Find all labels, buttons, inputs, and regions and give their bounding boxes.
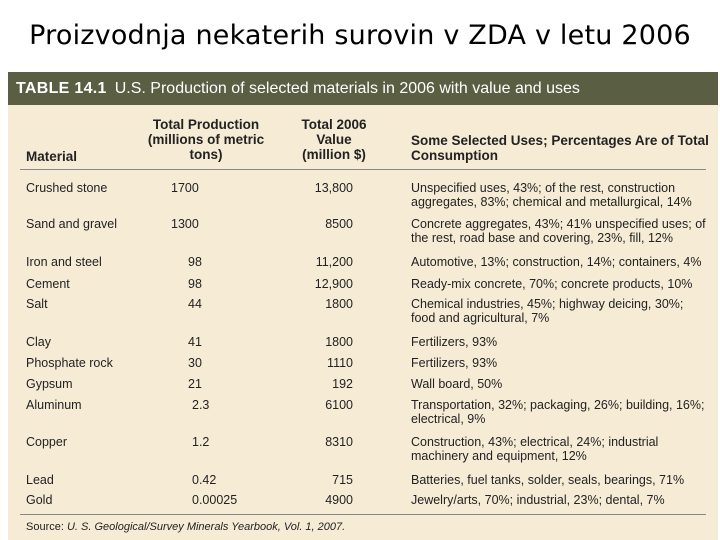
cell-production: 21 xyxy=(188,377,202,391)
cell-material: Copper xyxy=(26,435,67,449)
cell-value: 715 xyxy=(332,473,353,487)
cell-material: Iron and steel xyxy=(26,255,102,269)
column-header-production: Total Production (millions of metric ton… xyxy=(147,117,265,162)
cell-production: 44 xyxy=(188,297,202,311)
cell-value: 6100 xyxy=(325,398,353,412)
source-text: U. S. Geological/Survey Minerals Yearboo… xyxy=(66,521,346,533)
cell-material: Gypsum xyxy=(26,377,73,391)
cell-value: 8310 xyxy=(325,435,353,449)
table-caption: U.S. Production of selected materials in… xyxy=(114,79,580,97)
cell-value: 1800 xyxy=(325,297,353,311)
header-divider xyxy=(20,169,706,170)
cell-uses: Concrete aggregates, 43%; 41% unspecifie… xyxy=(411,217,706,245)
cell-material: Salt xyxy=(26,297,48,311)
cell-uses: Fertilizers, 93% xyxy=(411,335,498,349)
cell-value: 11,200 xyxy=(315,255,353,269)
cell-uses: Jewelry/arts, 70%; industrial, 23%; dent… xyxy=(411,493,665,507)
cell-uses: Wall board, 50% xyxy=(411,377,503,391)
slide-title: Proizvodnja nekaterih surovin v ZDA v le… xyxy=(29,20,691,51)
source-label: Source: xyxy=(26,521,64,533)
column-header-uses: Some Selected Uses; Percentages Are of T… xyxy=(411,133,709,163)
cell-material: Lead xyxy=(26,473,54,487)
table-source: Source: U. S. Geological/Survey Minerals… xyxy=(26,521,345,533)
column-header-material: Material xyxy=(26,149,78,164)
cell-uses: Transportation, 32%; packaging, 26%; bui… xyxy=(411,398,705,426)
cell-production: 1.2 xyxy=(192,435,210,449)
cell-value: 8500 xyxy=(325,217,353,231)
cell-uses: Fertilizers, 93% xyxy=(411,356,498,370)
cell-uses: Ready-mix concrete, 70%; concrete produc… xyxy=(411,277,693,291)
cell-value: 13,800 xyxy=(314,181,353,195)
table-number: TABLE 14.1 xyxy=(16,79,107,97)
cell-production: 0.00025 xyxy=(192,493,238,507)
cell-production: 98 xyxy=(188,255,202,269)
cell-material: Aluminum xyxy=(26,398,82,412)
table-caption-bar: TABLE 14.1 U.S. Production of selected m… xyxy=(8,72,718,105)
cell-material: Phosphate rock xyxy=(26,356,113,370)
cell-material: Gold xyxy=(26,493,53,507)
cell-value: 12,900 xyxy=(314,277,353,291)
cell-value: 4900 xyxy=(325,493,353,507)
cell-production: 2.3 xyxy=(192,398,210,412)
column-header-value: Total 2006 Value (million $) xyxy=(301,117,367,162)
cell-material: Sand and gravel xyxy=(26,217,118,231)
cell-value: 1110 xyxy=(327,356,353,370)
materials-table: TABLE 14.1 U.S. Production of selected m… xyxy=(8,72,718,540)
cell-production: 1300 xyxy=(171,217,199,231)
cell-production: 30 xyxy=(188,356,202,370)
cell-production: 98 xyxy=(188,277,202,291)
cell-uses: Chemical industries, 45%; highway deicin… xyxy=(411,297,684,325)
cell-value: 192 xyxy=(332,377,353,391)
cell-uses: Automotive, 13%; construction, 14%; cont… xyxy=(411,255,702,269)
cell-uses: Construction, 43%; electrical, 24%; indu… xyxy=(411,435,659,463)
cell-production: 41 xyxy=(188,335,202,349)
cell-value: 1800 xyxy=(325,335,353,349)
cell-production: 1700 xyxy=(171,181,199,195)
cell-production: 0.42 xyxy=(192,473,217,487)
cell-material: Cement xyxy=(26,277,70,291)
cell-uses: Batteries, fuel tanks, solder, seals, be… xyxy=(411,473,685,487)
cell-uses: Unspecified uses, 43%; of the rest, cons… xyxy=(411,181,692,209)
footer-divider xyxy=(20,514,706,515)
cell-material: Clay xyxy=(26,335,52,349)
cell-material: Crushed stone xyxy=(26,181,108,195)
